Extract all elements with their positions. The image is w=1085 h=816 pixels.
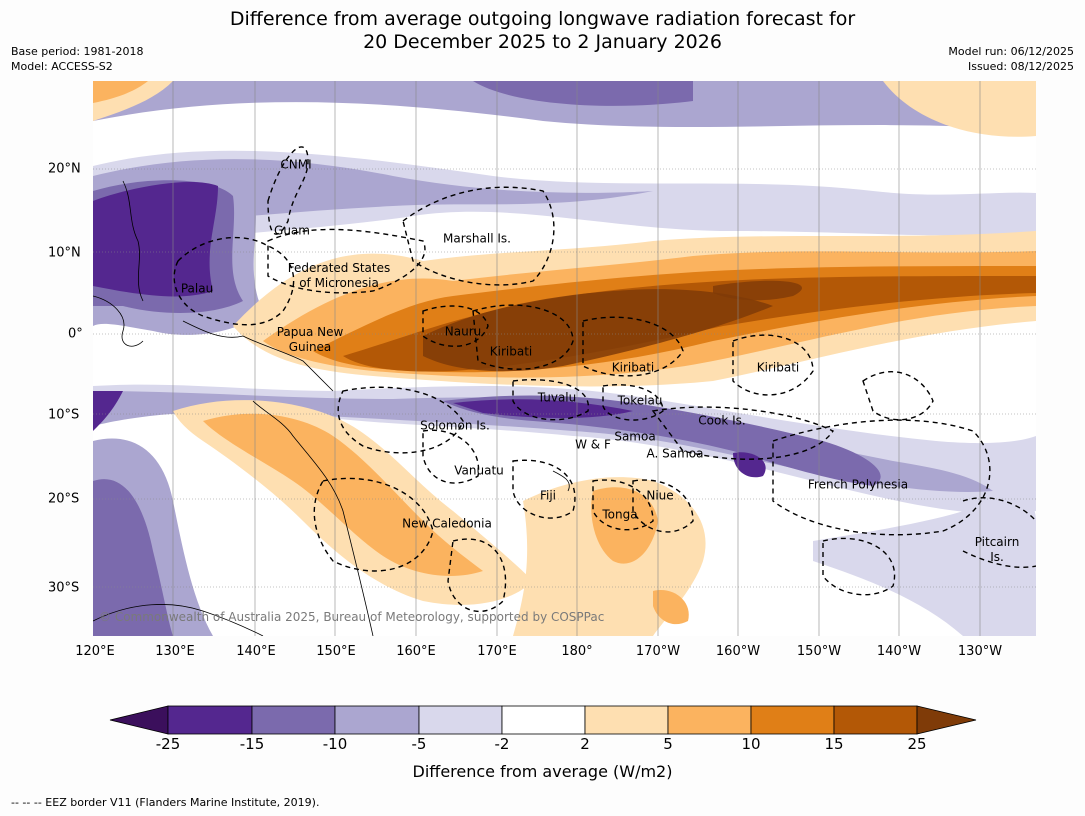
colorbar-tick: 5 [663,735,673,753]
label-cook-islands: Cook Is. [698,413,746,428]
lon-label: 140°E [236,644,276,659]
lat-label: 10°S [48,407,80,423]
colorbar-cell [251,705,336,735]
colorbar-tick: 15 [824,735,844,753]
copyright-notice: © Commonwealth of Australia 2025, Bureau… [99,610,605,624]
colorbar-title: Difference from average (W/m2) [412,762,673,781]
map-panel: CNMI Guam Marshall Is. Federated States … [93,81,1036,636]
olr-anomaly-map [93,81,1036,636]
colorbar-tick: -2 [494,735,510,753]
lon-label: 130°E [155,644,195,659]
label-fsm-line1: Federated States [287,261,391,275]
label-new-caledonia: New Caledonia [402,516,492,531]
lon-label: 130°W [957,644,1003,659]
lon-label: 150°E [316,644,356,659]
label-fiji: Fiji [539,488,557,503]
colorbar-cell [501,705,586,735]
label-tokelau: Tokelau [617,393,663,408]
issued-date: Issued: 08/12/2025 [967,60,1074,73]
lon-label: 160°W [715,644,761,659]
label-png-line2: Guinea [288,340,332,354]
colorbar-tick: 25 [907,735,927,753]
label-png: Papua New Guinea [277,325,344,355]
colorbar-tick: -5 [411,735,427,753]
colorbar-cell [334,705,420,735]
colorbar-cell [167,705,253,735]
label-french-polynesia: French Polynesia [807,477,909,492]
label-pitcairn-line1: Pitcairn [974,535,1020,549]
lat-label: 30°S [48,580,80,596]
label-fsm: Federated States of Micronesia [288,261,390,291]
lat-label: 10°N [48,245,81,261]
label-solomon-islands: Solomon Is. [420,418,490,433]
lon-label: 120°E [75,644,115,659]
label-fsm-line2: of Micronesia [299,276,379,290]
colorbar-tick: -15 [239,735,265,753]
model-run: Model run: 06/12/2025 [948,45,1074,58]
meta-left: Base period: 1981-2018 Model: ACCESS-S2 [11,44,143,74]
lon-label: 160°E [396,644,436,659]
lon-label: 170°E [477,644,517,659]
lat-label: 20°N [48,161,81,177]
base-period: Base period: 1981-2018 [11,45,144,58]
label-nauru: Nauru [444,324,482,339]
label-png-line1: Papua New [276,325,344,339]
label-tonga: Tonga [602,507,638,522]
colorbar-tick: 10 [741,735,761,753]
label-cnmi: CNMI [280,157,312,172]
lon-label: 150°W [796,644,842,659]
meta-right: Model run: 06/12/2025 Issued: 08/12/2025 [948,44,1074,74]
label-guam: Guam [274,223,310,238]
colorbar-tick: -10 [322,735,348,753]
lat-label: 20°S [48,491,80,507]
label-kiribati-central: Kiribati [611,360,655,375]
label-vanuatu: Vanuatu [454,463,504,478]
colorbar-cell [916,705,977,735]
label-pitcairn: Pitcairn Is. [975,535,1020,565]
colorbar-cell [418,705,503,735]
eez-legend-note: -- -- -- EEZ border V11 (Flanders Marine… [11,796,320,809]
lat-label: 0° [68,326,83,342]
label-wallis-futuna: W & F [575,437,611,452]
label-samoa: Samoa [614,429,656,444]
title-line-1: Difference from average outgoing longwav… [229,8,856,30]
colorbar-cell [667,705,752,735]
lon-label: 170°W [635,644,681,659]
colorbar-cell [750,705,835,735]
model-name: Model: ACCESS-S2 [11,60,113,73]
colorbar-cell [584,705,669,735]
label-kiribati-west: Kiribati [489,344,533,359]
title-line-2: 20 December 2025 to 2 January 2026 [363,31,722,53]
label-american-samoa: A. Samoa [646,446,704,461]
label-niue: Niue [646,488,674,503]
label-kiribati-east: Kiribati [756,360,800,375]
label-palau: Palau [180,281,214,296]
label-marshall-islands: Marshall Is. [443,231,511,246]
label-tuvalu: Tuvalu [537,390,577,405]
lon-label: 140°W [876,644,922,659]
colorbar-cell [109,705,169,735]
chart-title: Difference from average outgoing longwav… [0,8,1085,54]
lon-label: 180° [561,644,593,659]
colorbar-cell [833,705,918,735]
label-pitcairn-line2: Is. [990,550,1004,564]
colorbar-tick: -25 [155,735,181,753]
colorbar-tick: 2 [580,735,590,753]
